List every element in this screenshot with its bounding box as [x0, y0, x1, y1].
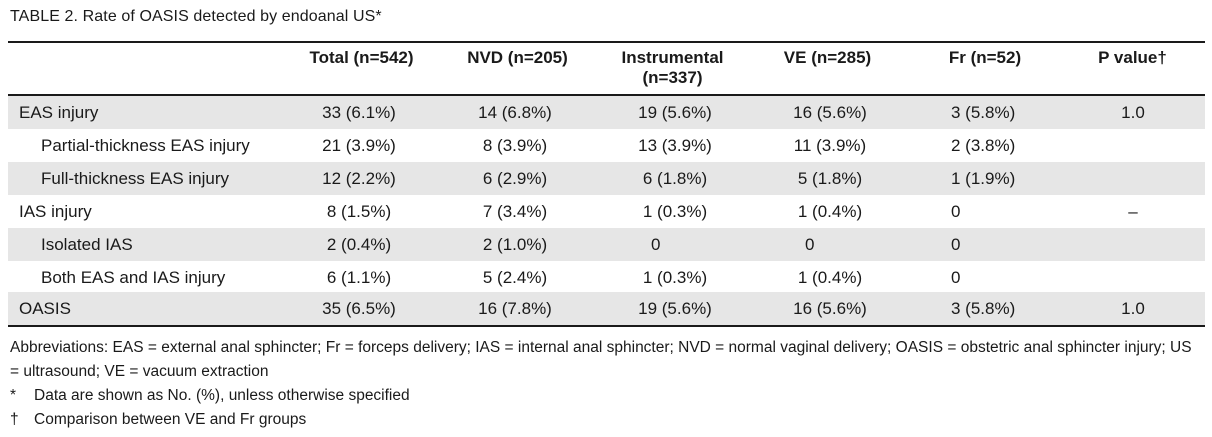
cell-ve: 1 (0.4%) [797, 268, 863, 287]
header-p-value: P value† [1098, 48, 1167, 67]
cell-instrumental: 13 (3.9%) [638, 136, 712, 155]
cell-ve: 16 (5.6%) [793, 299, 867, 318]
cell-p-value [1083, 261, 1183, 294]
cell-total: 33 (6.1%) [322, 103, 396, 122]
row-label: EAS injury [19, 103, 99, 122]
cell-instrumental: 19 (5.6%) [638, 299, 712, 318]
cell-instrumental: 0 [651, 235, 661, 254]
cell-instrumental: 6 (1.8%) [642, 169, 708, 188]
cell-nvd: 14 (6.8%) [478, 103, 552, 122]
row-label: Partial-thickness EAS injury [41, 136, 250, 155]
cell-nvd: 2 (1.0%) [482, 235, 548, 254]
table-footnotes: Abbreviations: EAS = external anal sphin… [10, 336, 1200, 432]
table-title: TABLE 2. Rate of OASIS detected by endoa… [10, 8, 382, 25]
cell-nvd: 7 (3.4%) [482, 202, 548, 221]
footnote-text: Data are shown as No. (%), unless otherw… [34, 387, 410, 404]
cell-ve: 11 (3.9%) [793, 136, 867, 155]
cell-p-value [1083, 228, 1183, 261]
top-rule [8, 41, 1205, 43]
cell-p-value: 1.0 [1121, 103, 1145, 122]
footnote-text: Comparison between VE and Fr groups [34, 411, 307, 428]
cell-instrumental: 1 (0.3%) [642, 202, 708, 221]
header-rule [8, 94, 1205, 96]
cell-nvd: 5 (2.4%) [482, 268, 548, 287]
table-row: IAS injury 8 (1.5%) 7 (3.4%) 1 (0.3%) 1 … [8, 195, 1205, 228]
row-label: IAS injury [19, 202, 92, 221]
footnote-asterisk: * [10, 387, 17, 404]
row-label: OASIS [19, 299, 71, 318]
row-label: Both EAS and IAS injury [41, 268, 226, 287]
header-nvd: NVD (n=205) [467, 48, 568, 67]
header-ve: VE (n=285) [783, 48, 872, 67]
cell-fr: 0 [951, 235, 961, 254]
cell-ve: 16 (5.6%) [793, 103, 867, 122]
footnote-comparison: † Comparison between VE and Fr groups [10, 408, 1200, 432]
cell-total: 6 (1.1%) [326, 268, 392, 287]
table-row: Full-thickness EAS injury 12 (2.2%) 6 (2… [8, 162, 1205, 195]
cell-fr: 3 (5.8%) [951, 299, 1016, 318]
cell-nvd: 6 (2.9%) [482, 169, 548, 188]
header-total: Total (n=542) [309, 48, 414, 67]
abbreviations-note: Abbreviations: EAS = external anal sphin… [10, 339, 1192, 380]
cell-ve: 1 (0.4%) [797, 202, 863, 221]
cell-fr: 0 [951, 268, 961, 287]
footnote-data-format: * Data are shown as No. (%), unless other… [10, 384, 1200, 408]
header-fr: Fr (n=52) [948, 48, 1022, 67]
cell-fr: 0 [951, 202, 961, 221]
table-row: Both EAS and IAS injury 6 (1.1%) 5 (2.4%… [8, 261, 1205, 294]
cell-p-value: – [1128, 202, 1138, 221]
cell-total: 12 (2.2%) [322, 169, 396, 188]
cell-instrumental: 19 (5.6%) [638, 103, 712, 122]
cell-nvd: 8 (3.9%) [482, 136, 548, 155]
footnote-dagger: † [10, 411, 19, 428]
row-label: Full-thickness EAS injury [41, 169, 230, 188]
cell-p-value: 1.0 [1121, 299, 1145, 318]
cell-p-value [1083, 162, 1183, 195]
header-instrumental: Instrumental (n=337) [621, 48, 724, 87]
cell-p-value [1083, 129, 1183, 162]
table-row: Isolated IAS 2 (0.4%) 2 (1.0%) 0 0 0 [8, 228, 1205, 261]
cell-total: 35 (6.5%) [322, 299, 396, 318]
cell-instrumental: 1 (0.3%) [642, 268, 708, 287]
cell-total: 21 (3.9%) [322, 136, 396, 155]
cell-total: 8 (1.5%) [326, 202, 392, 221]
cell-ve: 5 (1.8%) [797, 169, 863, 188]
cell-fr: 1 (1.9%) [951, 169, 1016, 188]
table-row: EAS injury 33 (6.1%) 14 (6.8%) 19 (5.6%)… [8, 96, 1205, 129]
table-row: OASIS 35 (6.5%) 16 (7.8%) 19 (5.6%) 16 (… [8, 292, 1205, 325]
cell-fr: 3 (5.8%) [951, 103, 1016, 122]
row-label: Isolated IAS [41, 235, 133, 254]
cell-fr: 2 (3.8%) [951, 136, 1016, 155]
cell-total: 2 (0.4%) [326, 235, 392, 254]
cell-ve: 0 [805, 235, 815, 254]
table-row: Partial-thickness EAS injury 21 (3.9%) 8… [8, 129, 1205, 162]
bottom-rule [8, 325, 1205, 327]
cell-nvd: 16 (7.8%) [478, 299, 552, 318]
